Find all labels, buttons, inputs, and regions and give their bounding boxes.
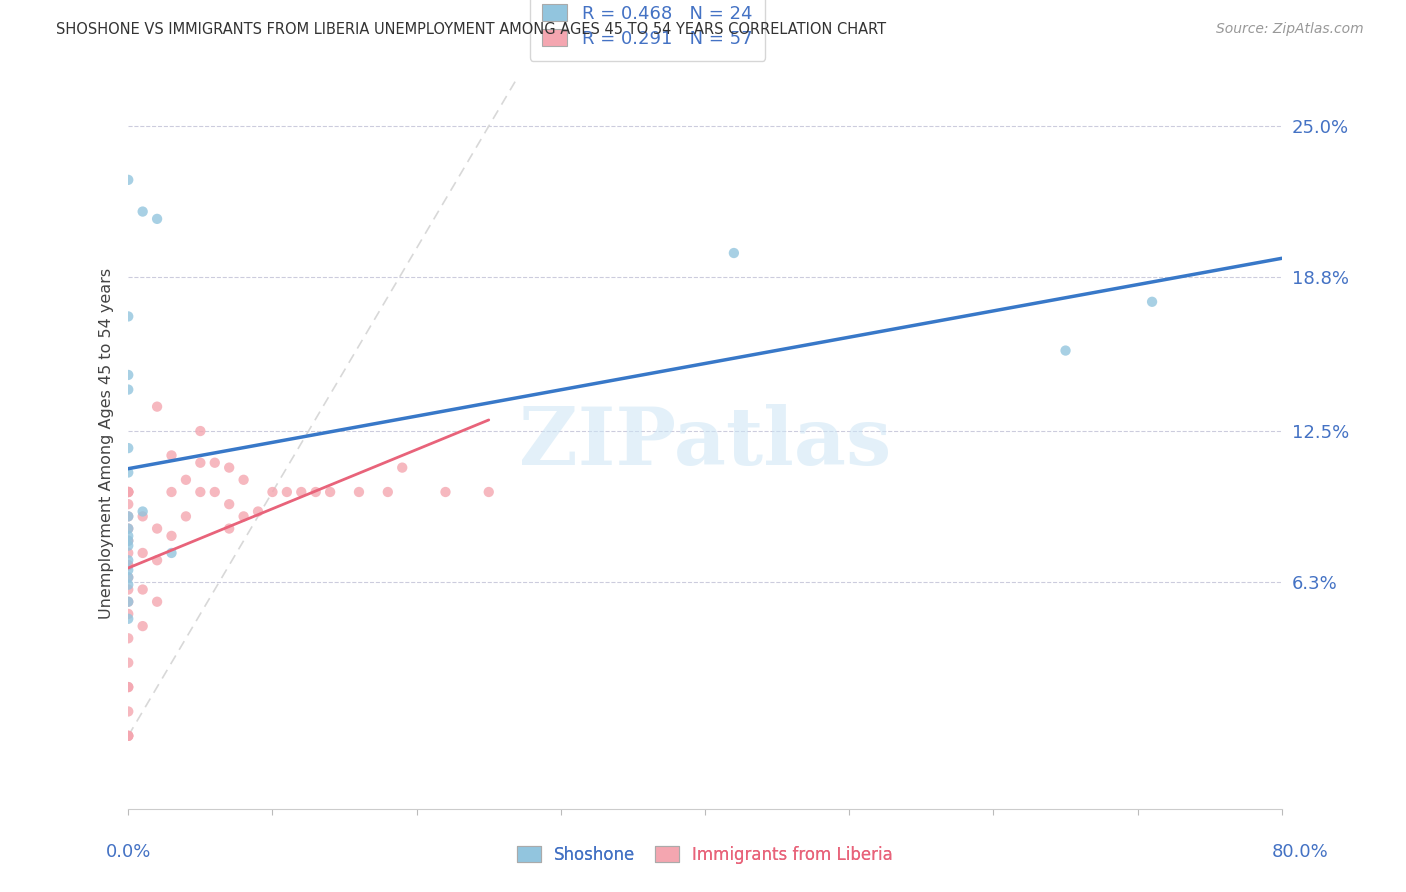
Point xyxy=(1140,294,1163,309)
Point xyxy=(117,509,139,524)
Point xyxy=(146,400,169,414)
Point xyxy=(117,539,139,553)
Point xyxy=(218,522,240,536)
Point xyxy=(117,729,139,743)
Point xyxy=(232,509,254,524)
Point xyxy=(160,449,183,463)
Point xyxy=(117,729,139,743)
Point xyxy=(117,553,139,567)
Text: SHOSHONE VS IMMIGRANTS FROM LIBERIA UNEMPLOYMENT AMONG AGES 45 TO 54 YEARS CORRE: SHOSHONE VS IMMIGRANTS FROM LIBERIA UNEM… xyxy=(56,22,886,37)
Point xyxy=(117,656,139,670)
Text: 80.0%: 80.0% xyxy=(1272,843,1329,861)
Point xyxy=(723,246,745,260)
Point xyxy=(131,504,153,518)
Point xyxy=(117,466,139,480)
Point xyxy=(117,497,139,511)
Point xyxy=(117,368,139,382)
Point xyxy=(146,595,169,609)
Text: 0.0%: 0.0% xyxy=(105,843,150,861)
Point xyxy=(117,632,139,646)
Y-axis label: Unemployment Among Ages 45 to 54 years: Unemployment Among Ages 45 to 54 years xyxy=(100,268,114,619)
Point xyxy=(204,485,226,500)
Point xyxy=(218,460,240,475)
Point xyxy=(305,485,328,500)
Point xyxy=(146,553,169,567)
Point xyxy=(377,485,399,500)
Point xyxy=(117,705,139,719)
Point xyxy=(131,546,153,560)
Point xyxy=(391,460,413,475)
Point xyxy=(117,522,139,536)
Point xyxy=(117,533,139,548)
Point xyxy=(131,582,153,597)
Text: Source: ZipAtlas.com: Source: ZipAtlas.com xyxy=(1216,22,1364,37)
Point xyxy=(131,619,153,633)
Point xyxy=(188,485,211,500)
Point xyxy=(117,441,139,455)
Point xyxy=(117,485,139,500)
Point xyxy=(1054,343,1077,358)
Point xyxy=(146,522,169,536)
Point xyxy=(117,595,139,609)
Point xyxy=(174,509,197,524)
Point xyxy=(174,473,197,487)
Point xyxy=(247,504,270,518)
Point xyxy=(188,424,211,438)
Point xyxy=(117,563,139,577)
Point xyxy=(276,485,298,500)
Point xyxy=(117,173,139,187)
Point xyxy=(347,485,370,500)
Point xyxy=(146,211,169,226)
Point xyxy=(290,485,312,500)
Point xyxy=(117,595,139,609)
Point xyxy=(117,533,139,548)
Point xyxy=(319,485,342,500)
Point xyxy=(117,680,139,694)
Point xyxy=(117,558,139,573)
Point xyxy=(117,570,139,584)
Point xyxy=(117,485,139,500)
Point xyxy=(160,485,183,500)
Point xyxy=(117,570,139,584)
Point xyxy=(160,546,183,560)
Point xyxy=(117,558,139,573)
Point xyxy=(117,485,139,500)
Point xyxy=(262,485,284,500)
Point xyxy=(478,485,501,500)
Point xyxy=(218,497,240,511)
Point xyxy=(117,680,139,694)
Point xyxy=(434,485,457,500)
Point xyxy=(204,456,226,470)
Point xyxy=(117,582,139,597)
Point xyxy=(232,473,254,487)
Point xyxy=(188,456,211,470)
Point xyxy=(117,612,139,626)
Point xyxy=(117,729,139,743)
Legend: Shoshone, Immigrants from Liberia: Shoshone, Immigrants from Liberia xyxy=(510,838,900,871)
Point xyxy=(131,204,153,219)
Point xyxy=(117,485,139,500)
Point xyxy=(117,522,139,536)
Point xyxy=(117,607,139,621)
Point xyxy=(117,546,139,560)
Point xyxy=(131,509,153,524)
Point xyxy=(117,577,139,591)
Point xyxy=(160,529,183,543)
Point xyxy=(117,509,139,524)
Point xyxy=(117,310,139,324)
Point xyxy=(117,383,139,397)
Text: ZIPatlas: ZIPatlas xyxy=(519,404,891,483)
Point xyxy=(117,529,139,543)
